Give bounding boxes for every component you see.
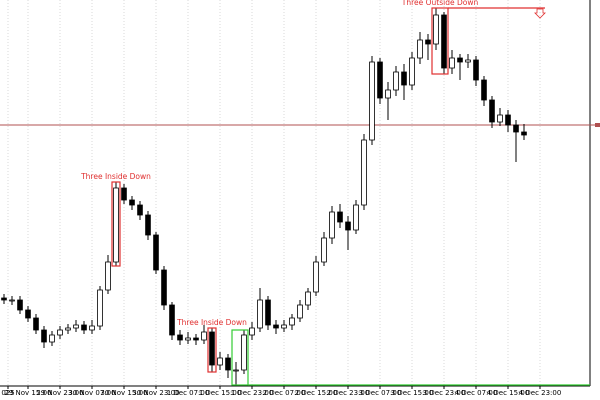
- candle-body: [65, 327, 71, 331]
- candle-body: [257, 299, 263, 329]
- candle-body: [297, 304, 303, 319]
- pattern-label: Three Inside Down: [80, 172, 151, 181]
- candle-body: [217, 357, 223, 366]
- x-tick-label: 2 Dec 15:00: [295, 389, 338, 397]
- candle-body: [265, 299, 271, 326]
- candle-body: [89, 325, 95, 331]
- candle-body: [57, 329, 63, 336]
- candle-body: [401, 71, 407, 86]
- candle-body: [473, 59, 479, 81]
- candle-body: [281, 324, 287, 329]
- candle-body: [457, 57, 463, 63]
- candle-body: [273, 324, 279, 329]
- candle-body: [121, 187, 127, 201]
- candle-body: [41, 329, 47, 343]
- candle-body: [361, 139, 367, 206]
- candle-body: [433, 14, 439, 45]
- candle-body: [425, 39, 431, 45]
- candle-body: [249, 327, 255, 336]
- candle-body: [113, 187, 119, 263]
- candle-body: [449, 57, 455, 69]
- candle-body: [345, 221, 351, 231]
- candle-body: [17, 299, 23, 311]
- candle-body: [337, 211, 343, 223]
- candle-body: [225, 357, 231, 371]
- x-tick-label: 3 Dec 07:00: [359, 389, 402, 397]
- pattern-label: Three Inside Down: [176, 318, 247, 327]
- candle-body: [393, 71, 399, 91]
- price-marker: [595, 123, 600, 127]
- candle-body: [177, 334, 183, 341]
- candle-body: [465, 59, 471, 63]
- pattern-box: [207, 327, 217, 373]
- candle-body: [1, 297, 7, 301]
- candle-body: [369, 61, 375, 141]
- candle-body: [49, 334, 55, 343]
- candle-body: [145, 214, 151, 236]
- x-tick-label: 2 Dec 07:00: [263, 389, 306, 397]
- x-tick-label: 1 Dec 07:00: [167, 389, 210, 397]
- pattern-box: [111, 181, 121, 267]
- x-tick-label: 2 Dec 23:00: [327, 389, 370, 397]
- pattern-box: [431, 7, 449, 75]
- candle-body: [105, 261, 111, 291]
- candle-body: [241, 334, 247, 371]
- candle-body: [489, 99, 495, 123]
- x-tick-label: 1 Dec 23:00: [231, 389, 274, 397]
- candle-body: [409, 57, 415, 86]
- candle-body: [169, 304, 175, 336]
- candle-body: [289, 317, 295, 326]
- x-tick-label: 29 Nov 15:00: [4, 389, 51, 397]
- x-tick-label: 30 Nov 15:00: [100, 389, 147, 397]
- x-tick-label: 30 Nov 23:00: [132, 389, 179, 397]
- candle-body: [129, 199, 135, 206]
- x-tick-label: 4 Dec 07:00: [455, 389, 498, 397]
- candle-body: [385, 89, 391, 99]
- candle-body: [201, 331, 207, 341]
- candle-body: [9, 299, 15, 302]
- candle-body: [353, 204, 359, 231]
- candle-body: [377, 61, 383, 99]
- candle-body: [33, 317, 39, 331]
- candle-body: [137, 204, 143, 216]
- candle-body: [521, 131, 527, 136]
- candle-body: [313, 261, 319, 293]
- x-tick-label: 4 Dec 15:00: [487, 389, 530, 397]
- x-tick-label: 30 Nov 07:00: [68, 389, 115, 397]
- x-tick-label: 3 Dec 15:00: [391, 389, 434, 397]
- candle-body: [185, 337, 191, 341]
- candle-body: [305, 291, 311, 306]
- candle-body: [25, 309, 31, 319]
- candle-body: [73, 324, 79, 329]
- candle-body: [321, 237, 327, 263]
- candle-body: [233, 369, 239, 372]
- candle-body: [497, 114, 503, 123]
- x-tick-label: 29 Nov 23:00: [36, 389, 83, 397]
- pattern-label: Three Outside Down: [401, 0, 479, 7]
- candle-body: [209, 331, 215, 366]
- pattern-box: [231, 329, 249, 386]
- candle-body: [153, 234, 159, 271]
- candle-body: [81, 324, 87, 331]
- x-tick-label: 025: [1, 389, 14, 397]
- candle-body: [97, 289, 103, 327]
- candle-body: [441, 14, 447, 69]
- x-tick-label: 1 Dec 15:00: [199, 389, 242, 397]
- pattern-arrow: [534, 8, 546, 19]
- x-tick-label: 4 Dec 23:00: [519, 389, 562, 397]
- candle-body: [161, 269, 167, 306]
- candle-body: [513, 124, 519, 133]
- candle-body: [193, 337, 199, 341]
- candle-body: [505, 114, 511, 126]
- x-tick-label: 3 Dec 23:00: [423, 389, 466, 397]
- candle-body: [329, 211, 335, 239]
- candle-body: [417, 39, 423, 59]
- candle-body: [481, 79, 487, 101]
